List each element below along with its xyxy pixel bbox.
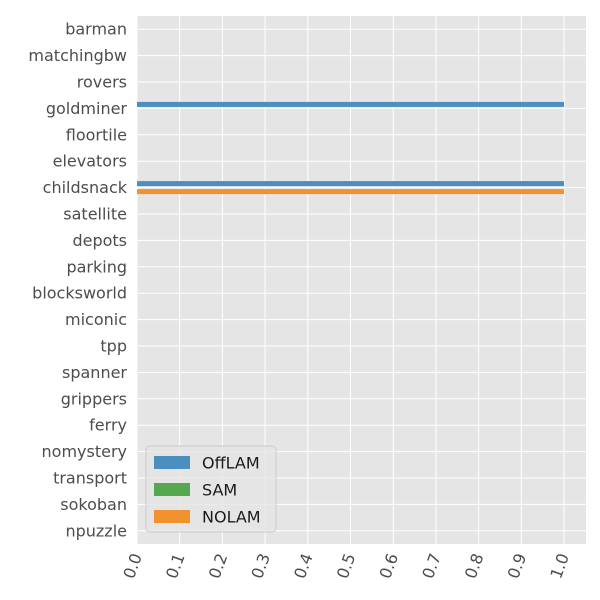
y-tick-label: transport	[53, 469, 127, 488]
y-tick-label: tpp	[100, 337, 127, 356]
y-tick-labels: barman matchingbw rovers goldminer floortile…	[28, 20, 127, 541]
y-tick-label: depots	[72, 231, 127, 250]
y-tick-label: goldminer	[46, 99, 128, 118]
x-tick-label: 0.0	[119, 551, 146, 581]
y-tick-label: blocksworld	[32, 284, 127, 303]
y-tick-label: grippers	[61, 389, 127, 408]
y-tick-label: barman	[65, 20, 127, 39]
x-tick-label: 0.3	[247, 551, 274, 581]
y-tick-label: elevators	[53, 152, 127, 171]
legend-label-sam: SAM	[202, 481, 237, 500]
y-tick-label: spanner	[62, 363, 127, 382]
x-tick-label: 0.9	[504, 551, 531, 581]
x-tick-label: 0.2	[205, 551, 232, 581]
y-tick-label: matchingbw	[28, 46, 127, 65]
legend-label-offlam: OffLAM	[202, 454, 260, 473]
x-tick-label: 0.1	[162, 551, 189, 581]
x-tick-label: 0.8	[461, 551, 488, 581]
bar-offlam-childsnack	[137, 181, 564, 187]
bar-offlam-goldminer	[137, 101, 564, 107]
y-tick-label: sokoban	[60, 495, 127, 514]
legend-swatch-offlam	[154, 456, 190, 469]
y-tick-label: rovers	[77, 73, 127, 92]
y-tick-label: childsnack	[43, 178, 128, 197]
legend-swatch-sam	[154, 483, 190, 496]
bars-group	[137, 101, 564, 195]
legend-label-nolam: NOLAM	[202, 508, 261, 527]
y-tick-label: ferry	[89, 416, 127, 435]
x-tick-label: 0.6	[376, 551, 403, 581]
y-tick-label: miconic	[65, 310, 127, 329]
y-tick-label: parking	[66, 257, 127, 276]
legend: OffLAM SAM NOLAM	[145, 445, 277, 533]
x-tick-labels: 0.0 0.1 0.2 0.3 0.4 0.5 0.6 0.7 0.8 0.9 1.0	[119, 551, 573, 581]
y-tick-label: npuzzle	[65, 521, 127, 540]
x-tick-label: 0.4	[290, 551, 317, 581]
x-tick-label: 0.5	[333, 551, 360, 581]
y-tick-label: nomystery	[42, 442, 127, 461]
x-tick-label: 0.7	[418, 551, 445, 581]
x-tick-label: 1.0	[546, 551, 573, 581]
y-tick-label: floortile	[66, 125, 127, 144]
bar-nolam-childsnack	[137, 189, 564, 195]
legend-swatch-nolam	[154, 510, 190, 523]
y-tick-label: satellite	[63, 205, 127, 224]
